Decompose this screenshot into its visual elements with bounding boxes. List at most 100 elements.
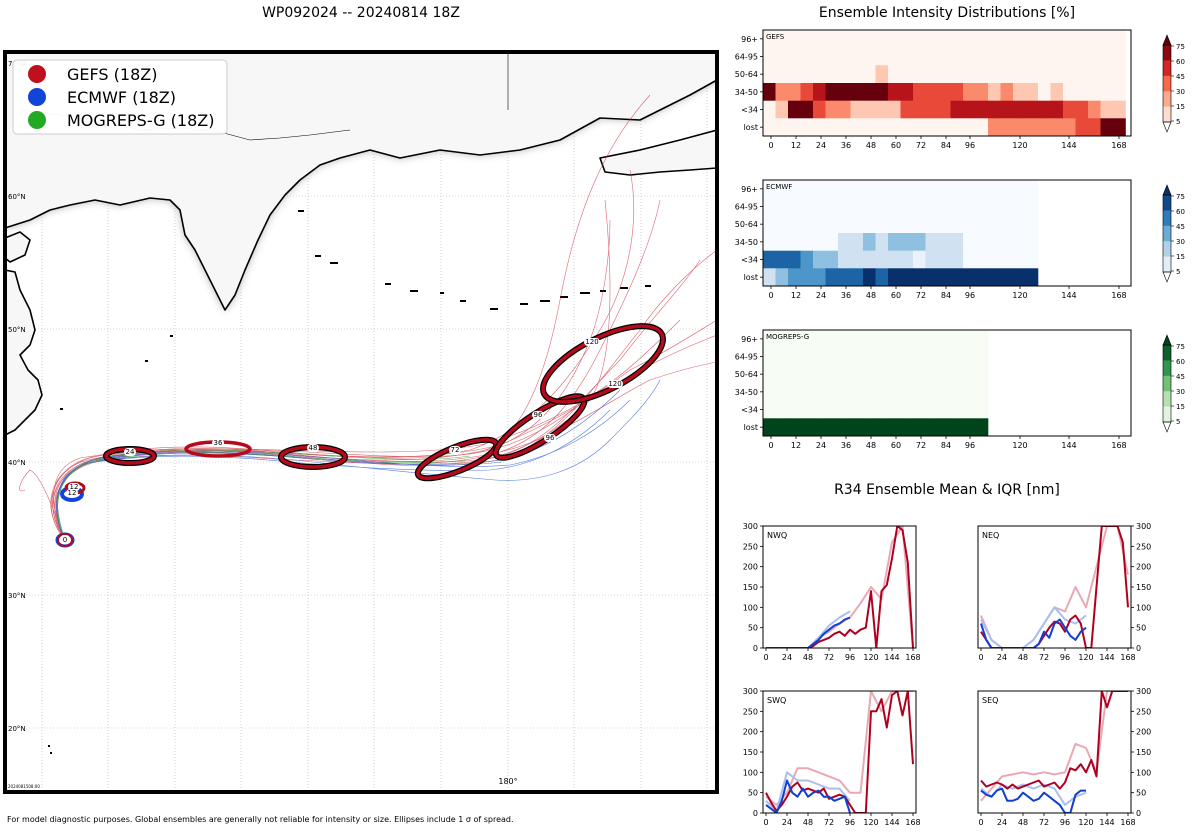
heatmap-cell bbox=[875, 47, 889, 66]
heatmap-cell bbox=[975, 30, 989, 48]
heatmap-cell bbox=[788, 118, 801, 137]
heatmap-cell bbox=[900, 118, 914, 137]
colorbar-segment bbox=[1163, 210, 1171, 227]
heatmap-cell bbox=[900, 65, 914, 84]
heatmap-y-tick: 34-50 bbox=[735, 388, 758, 397]
heatmap-cell bbox=[850, 347, 864, 366]
footer-note: For model diagnostic purposes. Global en… bbox=[7, 815, 514, 824]
heatmap-cell bbox=[963, 47, 976, 66]
heatmap-cell bbox=[888, 30, 901, 48]
heatmap-cell bbox=[763, 418, 776, 437]
r34-y-tick: 300 bbox=[743, 522, 758, 531]
heatmap-cell bbox=[775, 347, 789, 366]
heatmap-cell bbox=[1000, 233, 1014, 251]
heatmap-cell bbox=[1038, 47, 1051, 66]
heatmap-cell bbox=[1113, 83, 1126, 101]
heatmap-x-tick: 48 bbox=[866, 141, 876, 150]
r34-panel-swq: SWQ 0 24 48 72 96 120 144 168 0 50 100 150 200 250 300 bbox=[743, 687, 921, 827]
heatmap-cell bbox=[1000, 215, 1014, 234]
heatmap-cell bbox=[1000, 100, 1014, 119]
heatmap-y-tick: <34 bbox=[741, 106, 758, 115]
heatmap-cell bbox=[1088, 65, 1101, 84]
heatmap-cell bbox=[763, 400, 776, 419]
heatmap-cell bbox=[1050, 47, 1064, 66]
heatmap-cell bbox=[1063, 65, 1076, 84]
heatmap-cell bbox=[950, 197, 964, 216]
r34-x-tick: 96 bbox=[1060, 818, 1070, 827]
heatmap-cell bbox=[938, 250, 951, 269]
heatmap-cell bbox=[888, 47, 901, 66]
heatmap-cell bbox=[863, 233, 876, 251]
hour-label-48: 48 bbox=[309, 444, 318, 452]
series-gefs-mean bbox=[766, 526, 914, 648]
colorbar-tick: 45 bbox=[1176, 73, 1185, 81]
heatmap-y-tick: lost bbox=[744, 273, 758, 282]
r34-x-tick: 72 bbox=[1039, 653, 1049, 662]
lat-label-30: 30°N bbox=[8, 592, 26, 600]
heatmap-cell bbox=[875, 268, 889, 287]
heatmap-cell bbox=[1100, 30, 1114, 48]
r34-x-tick: 48 bbox=[1018, 653, 1028, 662]
heatmap-cell bbox=[850, 30, 864, 48]
heatmap-x-tick: 120 bbox=[1012, 441, 1027, 450]
r34-x-tick: 24 bbox=[997, 818, 1007, 827]
heatmap-frame bbox=[762, 329, 1132, 437]
heatmap-cell bbox=[888, 118, 901, 137]
heatmap-cell bbox=[925, 365, 939, 384]
heatmap-y-tick: 96+ bbox=[741, 335, 758, 344]
r34-y-tick: 150 bbox=[1136, 583, 1151, 592]
r34-x-tick: 144 bbox=[1099, 653, 1114, 662]
heatmap-cell bbox=[888, 180, 901, 198]
heatmap-cell bbox=[1025, 250, 1039, 269]
heatmap-cell bbox=[888, 365, 901, 384]
heatmap-cell bbox=[825, 233, 839, 251]
heatmap-cell bbox=[800, 365, 814, 384]
heatmap-cell bbox=[888, 250, 901, 269]
r34-y-tick: 100 bbox=[1136, 768, 1151, 777]
heatmap-cell bbox=[1088, 30, 1101, 48]
heatmap-cell bbox=[900, 330, 914, 348]
heatmap-cell bbox=[1100, 118, 1114, 137]
heatmap-cell bbox=[1113, 30, 1126, 48]
heatmap-cell bbox=[975, 330, 989, 348]
legend-swatch-gefs bbox=[28, 65, 46, 83]
legend-swatch-ecmwf bbox=[28, 88, 46, 106]
heatmap-cell bbox=[788, 100, 801, 119]
heatmap-cell bbox=[913, 250, 926, 269]
heatmap-cell bbox=[863, 383, 876, 401]
colorbar-min-arrow bbox=[1162, 271, 1172, 283]
r34-x-tick: 144 bbox=[884, 818, 899, 827]
heatmap-x-tick: 60 bbox=[891, 291, 901, 300]
r34-x-tick: 48 bbox=[1018, 818, 1028, 827]
heatmap-cell bbox=[925, 268, 939, 287]
heatmap-cell bbox=[813, 118, 826, 137]
heatmap-y-tick: 96+ bbox=[741, 185, 758, 194]
series-ecmwf-mean bbox=[980, 618, 1087, 648]
heatmap-x-tick: 72 bbox=[916, 441, 926, 450]
heatmap-cell bbox=[763, 100, 776, 119]
r34-panel-title: NWQ bbox=[767, 531, 787, 540]
heatmap-cell bbox=[988, 100, 1001, 119]
colorbar-tick: 30 bbox=[1176, 388, 1185, 396]
heatmap-cell bbox=[950, 418, 964, 437]
r34-panel-title: SEQ bbox=[982, 696, 998, 705]
r34-x-tick: 144 bbox=[1099, 818, 1114, 827]
r34-y-tick: 250 bbox=[1136, 707, 1151, 716]
heatmap-cell bbox=[763, 47, 776, 66]
r34-x-tick: 24 bbox=[782, 653, 792, 662]
heatmap-cell bbox=[988, 197, 1001, 216]
heatmap-cell bbox=[863, 268, 876, 287]
heatmap-cell bbox=[925, 383, 939, 401]
colorbar-segment bbox=[1163, 256, 1171, 273]
heatmap-cell bbox=[763, 65, 776, 84]
series-ecmwf-iqr bbox=[766, 610, 851, 648]
heatmap-cell bbox=[938, 365, 951, 384]
heatmap-cell bbox=[888, 197, 901, 216]
r34-y-tick: 50 bbox=[1136, 789, 1146, 798]
colorbar-gefs: 75 60 45 30 15 5 bbox=[1162, 34, 1185, 133]
series-gefs-iqr bbox=[980, 526, 1129, 648]
heatmap-cell bbox=[900, 215, 914, 234]
heatmap-cell bbox=[1013, 47, 1026, 66]
heatmap-cell bbox=[950, 330, 964, 348]
heatmap-cell bbox=[763, 347, 776, 366]
